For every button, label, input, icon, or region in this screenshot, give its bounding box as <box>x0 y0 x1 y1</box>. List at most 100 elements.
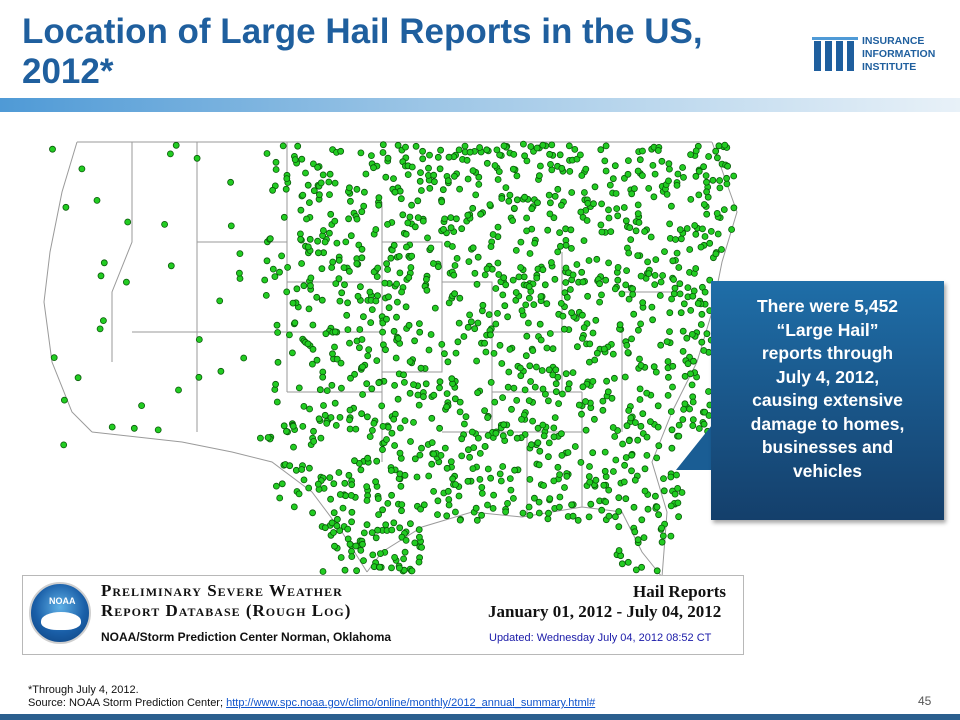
hail-report-dot <box>681 400 689 408</box>
hail-report-dot <box>684 360 692 368</box>
hail-report-dot <box>396 269 404 277</box>
hail-report-dot <box>363 380 371 388</box>
hail-report-dot <box>454 338 462 346</box>
hail-report-dot <box>631 476 639 484</box>
hail-report-dot <box>611 162 619 170</box>
hail-report-dot <box>637 272 645 280</box>
hail-report-dot <box>452 349 460 357</box>
hail-report-dot <box>669 362 677 370</box>
hail-report-dot <box>332 280 340 288</box>
hail-report-dot <box>598 291 605 299</box>
hail-report-dot <box>568 309 575 317</box>
hail-report-dot <box>314 237 322 245</box>
hail-report-dot <box>412 142 420 150</box>
hail-report-dot <box>379 446 386 454</box>
hail-report-dot <box>464 211 472 219</box>
hail-report-dot <box>319 373 327 381</box>
hail-report-dot <box>436 424 444 432</box>
hail-report-dot <box>302 169 309 177</box>
hail-report-dot <box>331 328 339 336</box>
hail-report-dot <box>492 429 500 437</box>
hail-report-dot <box>443 512 451 520</box>
hail-report-dot <box>318 265 326 273</box>
hail-report-dot <box>569 512 577 520</box>
hail-report-dot <box>523 214 531 222</box>
hail-report-dot <box>335 469 343 476</box>
hail-report-dot <box>304 243 312 251</box>
hail-report-dot <box>671 284 679 292</box>
hail-report-dot <box>546 150 553 158</box>
hail-report-dot <box>429 260 437 267</box>
hail-report-dot <box>370 419 378 427</box>
hail-report-dot <box>691 222 699 229</box>
hail-report-dot <box>525 397 533 405</box>
hail-report-dot <box>298 466 306 473</box>
hail-report-dot <box>378 402 386 410</box>
hail-report-dot <box>398 288 406 296</box>
hail-report-dot <box>686 405 693 413</box>
hail-report-dot <box>667 408 675 416</box>
hail-report-dot <box>545 509 552 517</box>
hail-report-dot <box>300 476 308 484</box>
hail-report-dot <box>415 533 423 541</box>
hail-report-dot <box>609 424 617 431</box>
source-link[interactable]: http://www.spc.noaa.gov/climo/online/mon… <box>226 697 596 709</box>
organization-label: NOAA/Storm Prediction Center Norman, Okl… <box>101 630 392 644</box>
hail-report-dot <box>493 146 501 154</box>
hail-report-dot <box>539 141 547 149</box>
hail-report-dot <box>676 290 684 298</box>
hail-report-dot <box>416 328 424 336</box>
hail-report-dot <box>513 196 521 204</box>
hail-report-dot <box>552 380 560 388</box>
hail-report-dot <box>508 405 515 413</box>
hail-report-dot <box>622 217 630 225</box>
hail-report-dot <box>730 204 738 212</box>
hail-report-dot <box>443 464 451 472</box>
hail-report-dot <box>634 436 642 444</box>
hail-report-dot <box>330 529 337 536</box>
hail-report-dot <box>601 467 609 475</box>
hail-report-dot <box>376 550 384 558</box>
hail-report-dot <box>579 278 587 286</box>
hail-report-dot <box>430 450 438 458</box>
hail-report-dot <box>554 248 562 256</box>
hail-report-dot <box>385 304 393 312</box>
hail-report-dot <box>410 381 417 389</box>
hail-report-dot <box>473 280 481 288</box>
hail-report-dot <box>716 177 723 184</box>
hail-report-dot <box>401 548 409 556</box>
hail-report-dot <box>372 478 380 486</box>
hail-report-dot <box>643 433 651 441</box>
hail-report-dot <box>640 534 648 542</box>
hail-report-dot <box>351 370 359 378</box>
hail-report-dot <box>49 145 56 153</box>
hail-report-dot <box>600 481 608 489</box>
hail-report-dot <box>353 185 361 193</box>
hail-report-dot <box>509 276 517 284</box>
hail-report-dot <box>536 320 544 328</box>
hail-report-dot <box>596 298 603 306</box>
hail-report-dot <box>167 262 175 270</box>
hail-report-dot <box>404 219 412 227</box>
hail-report-dot <box>427 244 435 252</box>
hail-report-dot <box>294 142 302 150</box>
hail-report-dot <box>347 374 354 382</box>
hail-report-dot <box>482 348 490 356</box>
hail-report-dot <box>365 346 373 354</box>
hail-report-dot <box>529 347 537 355</box>
hail-report-dot <box>517 264 525 271</box>
us-map <box>43 140 738 578</box>
hail-report-dot <box>531 494 538 502</box>
hail-report-dot <box>556 151 564 159</box>
hail-report-dot <box>516 364 524 372</box>
hail-report-dot <box>441 444 449 452</box>
hail-report-dot <box>545 397 552 405</box>
hail-report-dot <box>658 524 665 532</box>
hail-report-dot <box>639 299 647 307</box>
hail-report-dot <box>393 280 401 288</box>
hail-report-dot <box>274 329 282 336</box>
hail-report-dot <box>376 563 384 571</box>
hail-report-dot <box>644 505 652 513</box>
hail-report-dot <box>537 293 545 300</box>
hail-report-dot <box>519 509 527 517</box>
